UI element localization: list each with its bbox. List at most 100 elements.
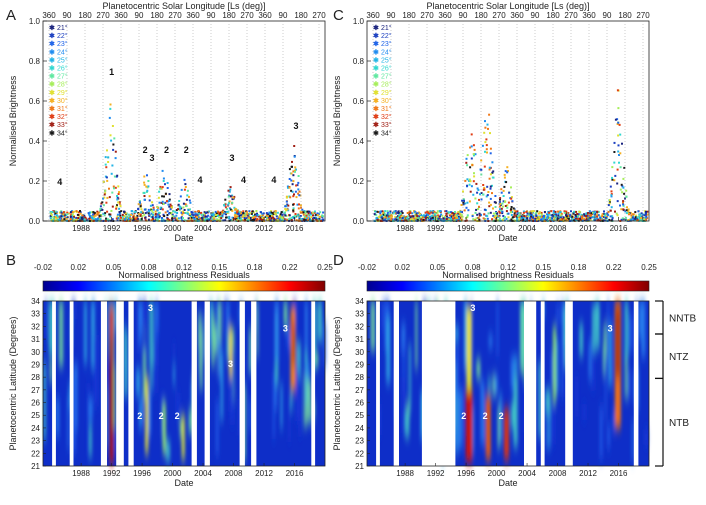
data-point [428, 217, 431, 220]
data-point [216, 215, 219, 217]
data-point [513, 214, 516, 216]
event-annotation: 3 [608, 323, 613, 333]
data-point [614, 174, 617, 177]
data-point [173, 215, 176, 218]
data-point [477, 208, 480, 210]
zone-label: NTB [669, 418, 689, 429]
heatmap-b [43, 301, 327, 466]
y-tick-label: 0.6 [29, 97, 41, 106]
data-point [399, 213, 402, 215]
data-point [511, 216, 514, 219]
y-tick-label: 0.6 [353, 97, 365, 106]
data-point [502, 217, 505, 220]
data-point [253, 218, 255, 221]
legend-entry: 30° [381, 97, 392, 105]
data-point [607, 204, 610, 207]
data-point [487, 212, 490, 215]
data-point [143, 195, 146, 197]
data-point [431, 210, 434, 213]
data-point [242, 219, 245, 222]
data-point [60, 215, 63, 218]
data-point [385, 214, 388, 217]
data-point [104, 189, 107, 192]
data-point [110, 139, 113, 142]
data-point [617, 121, 620, 124]
data-point [625, 195, 628, 198]
data-point [454, 213, 457, 216]
data-point [622, 201, 624, 204]
data-point [392, 212, 395, 215]
heatmap-streak [45, 301, 48, 339]
data-gap [204, 301, 210, 466]
data-point [112, 185, 115, 188]
data-point [469, 180, 472, 183]
data-point [143, 213, 146, 216]
data-point [249, 212, 252, 215]
data-point [124, 217, 127, 220]
x-tick-label: 2004 [518, 469, 536, 478]
heatmap-streak [274, 301, 279, 362]
data-point [279, 217, 282, 220]
heatmap-streak [88, 397, 93, 422]
data-point [311, 211, 314, 214]
data-point [610, 190, 613, 193]
data-point [590, 212, 593, 215]
data-point [58, 211, 61, 214]
data-point [290, 189, 293, 192]
data-point [204, 215, 207, 218]
data-point [455, 214, 458, 217]
data-point [486, 185, 489, 188]
data-point [540, 218, 543, 221]
data-point [384, 218, 387, 221]
data-point [285, 200, 288, 203]
data-point [632, 215, 635, 218]
data-point [528, 214, 531, 217]
data-point [174, 217, 177, 220]
data-point [480, 214, 482, 216]
data-point [213, 217, 216, 220]
data-point [246, 213, 249, 216]
heatmap-streak [402, 340, 405, 395]
data-point [390, 217, 393, 220]
x-tick-label: 2012 [579, 224, 597, 233]
data-point [525, 211, 528, 213]
x-tick-label: 2012 [255, 224, 273, 233]
y-axis-title: Planetocentric Latitude (Degrees) [332, 316, 342, 450]
data-point [398, 216, 401, 219]
data-point [116, 195, 118, 197]
ls-tick-label: 180 [402, 11, 416, 20]
zone-label: NNTB [669, 314, 697, 325]
data-point [428, 218, 431, 221]
data-point [122, 218, 125, 220]
data-point [161, 195, 164, 198]
data-point [608, 218, 611, 221]
x-tick-label: 1996 [133, 224, 151, 233]
data-point [118, 202, 121, 205]
data-point [401, 217, 404, 220]
data-point [488, 201, 491, 204]
data-point [55, 216, 58, 219]
data-point [234, 216, 237, 219]
data-point [85, 217, 88, 220]
data-point [422, 218, 425, 221]
data-point [284, 205, 287, 208]
data-point [465, 161, 468, 164]
data-point [322, 211, 325, 214]
data-point [159, 206, 162, 209]
data-point [322, 218, 325, 221]
data-point [414, 214, 417, 217]
data-point [114, 150, 117, 153]
data-point [116, 174, 119, 177]
ls-tick-label: 90 [279, 11, 288, 20]
data-point [111, 164, 114, 167]
data-point [377, 216, 380, 219]
x-axis-title: Date [498, 478, 517, 488]
data-point [301, 208, 304, 211]
heatmap-streak [402, 377, 406, 433]
data-point [229, 188, 232, 191]
data-point [492, 215, 495, 217]
data-point [187, 209, 190, 211]
data-point [487, 127, 489, 130]
data-point [590, 213, 593, 216]
data-point [390, 214, 392, 217]
